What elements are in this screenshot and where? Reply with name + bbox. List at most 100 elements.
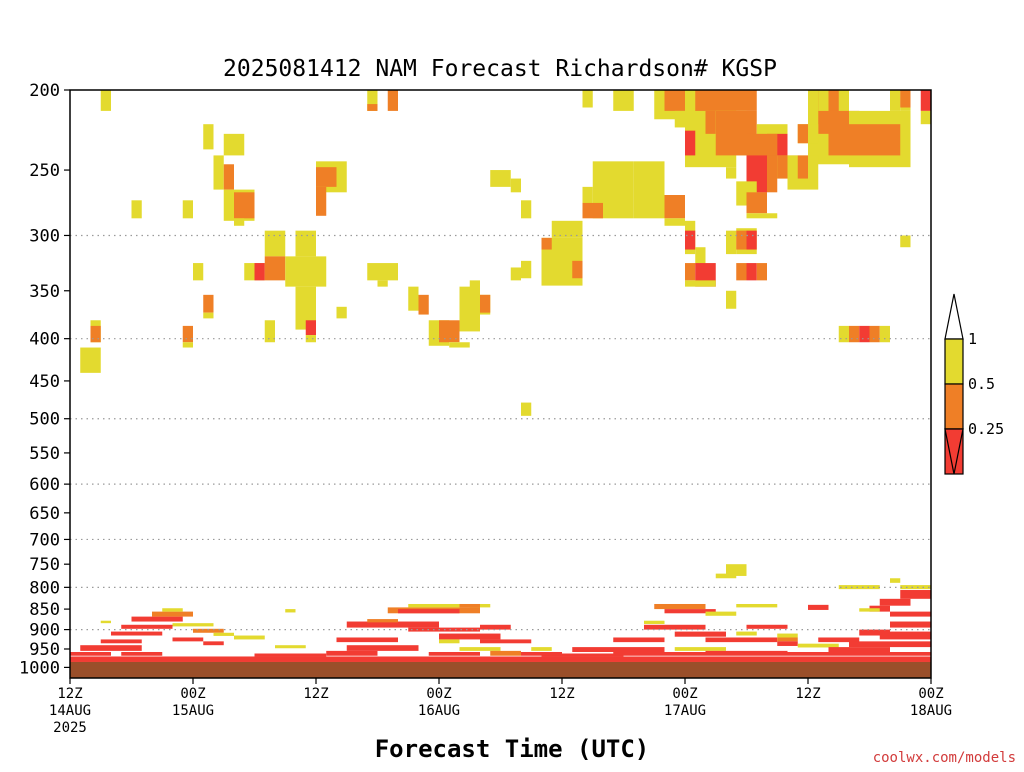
ri-cell-131 [131, 616, 183, 622]
ri-cell-63 [541, 237, 562, 286]
ri-cell-84 [264, 230, 286, 257]
ri-cell-140 [275, 645, 306, 649]
ri-cell-0 [100, 90, 111, 111]
ri-cell-141 [193, 628, 224, 633]
ri-cell-64 [541, 237, 552, 250]
ri-cell-81 [756, 263, 767, 281]
y-tick-label-900: 900 [29, 621, 60, 641]
ri-cell-133 [162, 608, 183, 612]
ri-cell-193 [674, 647, 726, 651]
ri-cell-79 [736, 263, 747, 281]
ri-cell-191 [572, 647, 665, 652]
ri-cell-150 [398, 609, 460, 614]
ri-cell-160 [480, 624, 511, 630]
ri-cell-93 [193, 263, 204, 281]
ri-cell-90 [295, 286, 316, 330]
ri-cell-103 [439, 320, 460, 343]
ri-cell-126 [900, 590, 931, 599]
ri-cell-123 [838, 585, 880, 590]
ri-cell-171 [705, 611, 737, 616]
ri-cell-190 [828, 647, 890, 652]
ri-cell-44 [223, 164, 234, 190]
ri-cell-156 [367, 619, 398, 623]
ri-cell-147 [121, 652, 163, 656]
ri-cell-125 [900, 585, 931, 590]
ri-cell-55 [521, 200, 532, 219]
ri-cell-83 [900, 235, 911, 248]
ri-cell-58 [582, 186, 593, 214]
ri-cell-154 [346, 621, 439, 628]
x-tick-label-5-1: 17AUG [664, 703, 706, 719]
ri-cell-43 [213, 155, 224, 190]
ri-cell-80 [746, 263, 757, 281]
ri-cell-145 [80, 645, 142, 651]
ri-cell-164 [459, 647, 501, 651]
plot-area [69, 89, 932, 679]
ri-cell-115 [849, 325, 860, 343]
ri-cell-60 [664, 195, 685, 219]
ri-cell-85 [295, 230, 316, 257]
ri-cell-104 [459, 286, 480, 332]
ri-cell-187 [890, 621, 931, 628]
ri-cell-186 [859, 629, 890, 636]
x-tick-label-4-0: 12Z [549, 686, 574, 702]
ri-cell-188 [879, 631, 931, 640]
ri-cell-11 [705, 110, 716, 134]
colorbar-bin-0 [944, 338, 964, 385]
ri-cell-174 [644, 620, 665, 624]
y-tick-label-700: 700 [29, 530, 60, 550]
ri-cell-62 [551, 220, 583, 238]
ri-cell-99 [377, 280, 388, 287]
ri-cell-78 [685, 280, 716, 287]
ri-cell-139 [234, 635, 265, 640]
ri-cell-61 [664, 218, 685, 226]
ri-cell-134 [100, 620, 111, 624]
ri-cell-7 [664, 90, 685, 111]
ri-cell-5 [613, 90, 634, 111]
ri-cell-116 [859, 325, 870, 343]
ri-cell-10 [695, 90, 757, 111]
y-tick-label-300: 300 [29, 226, 60, 246]
ri-cell-117 [869, 325, 880, 343]
ri-cell-94 [203, 294, 214, 313]
ri-cell-132 [152, 611, 193, 617]
ri-cell-179 [736, 631, 757, 636]
y-axis-ticks: 200 250 300 350 400 450 500 550 600 650 700 750 8008… [19, 81, 70, 678]
x-tick-label-7-1: 18AUG [910, 703, 952, 719]
ri-cell-68 [510, 267, 521, 281]
ri-cell-3 [387, 90, 398, 111]
y-tick-label-200: 200 [29, 81, 60, 101]
x-tick-label-7-0: 00Z [918, 686, 943, 702]
ri-cell-181 [777, 633, 798, 638]
ri-cell-136 [111, 631, 163, 636]
ri-cell-24 [746, 213, 778, 219]
ri-cell-113 [182, 342, 193, 348]
ri-cell-59 [582, 202, 603, 219]
colorbar-label-2: 0.25 [968, 420, 1004, 438]
y-tick-label-600: 600 [29, 475, 60, 495]
ri-cell-182 [777, 637, 798, 642]
ri-cell-173 [808, 604, 829, 610]
ri-cell-162 [346, 645, 419, 651]
ri-cell-107 [480, 294, 491, 313]
ri-cell-76 [685, 263, 696, 281]
x-tick-label-2-0: 12Z [303, 686, 328, 702]
ground-fill [70, 661, 931, 678]
colorbar-bin-1 [944, 383, 964, 430]
colorbar-label-0: 1 [968, 330, 977, 348]
ri-cell-89 [285, 256, 327, 287]
ri-cell-196 [254, 653, 327, 657]
y-tick-label-550: 550 [29, 444, 60, 464]
ri-cell-151 [408, 603, 460, 608]
ri-cell-170 [664, 609, 716, 614]
ri-cell-168 [531, 647, 552, 651]
y-tick-label-450: 450 [29, 372, 60, 392]
y-tick-label-850: 850 [29, 600, 60, 620]
credit-text: coolwx.com/models [873, 750, 1016, 766]
ri-cell-46 [234, 192, 255, 219]
ri-cell-169 [654, 603, 706, 610]
ri-cell-166 [490, 650, 521, 656]
ri-cell-52 [182, 200, 193, 219]
